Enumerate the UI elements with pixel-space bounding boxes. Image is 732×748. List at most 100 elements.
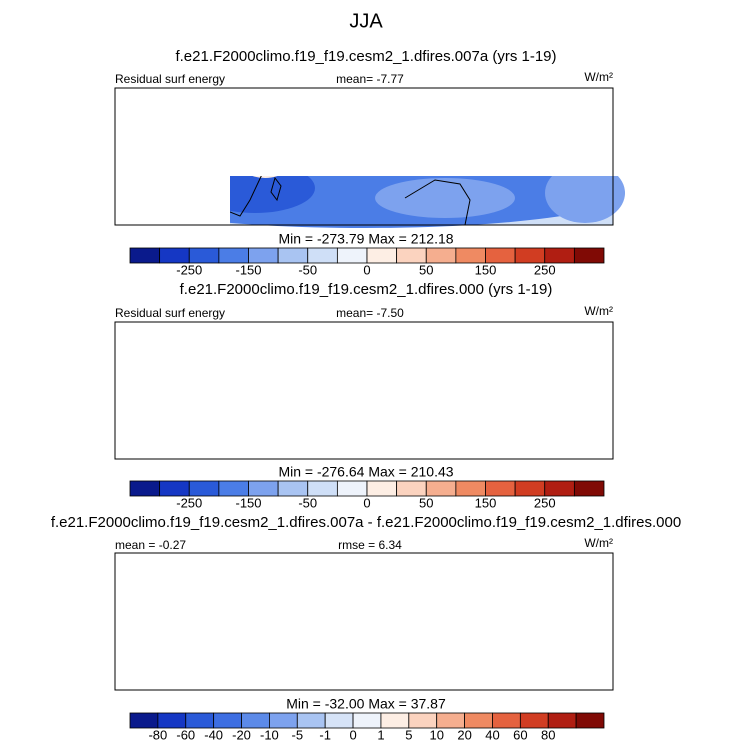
- colorbar-box: [485, 480, 516, 497]
- panel-stats: Min = -273.79 Max = 212.18: [278, 231, 453, 247]
- panel-title: f.e21.F2000climo.f19_f19.cesm2_1.dfires.…: [175, 48, 556, 65]
- colorbar-box: [519, 712, 549, 729]
- panel-left-label: mean = -0.27: [115, 538, 186, 552]
- field-region: [235, 568, 295, 598]
- field-region: [560, 648, 610, 678]
- colorbar-box: [159, 480, 190, 497]
- map-frame: [114, 321, 614, 460]
- field-region: [115, 322, 613, 392]
- field-region: [235, 322, 495, 382]
- colorbar-label: 250: [534, 262, 556, 277]
- field-region: [505, 603, 605, 643]
- colorbar-label: -50: [298, 495, 317, 510]
- coastline: [255, 88, 500, 168]
- colorbar-label: 50: [419, 495, 433, 510]
- coastline: [405, 414, 470, 459]
- panel-units: W/m²: [584, 536, 613, 550]
- colorbar-label: 0: [363, 495, 370, 510]
- field-region: [275, 588, 355, 638]
- colorbar-label: 50: [419, 262, 433, 277]
- colorbar-box: [213, 712, 242, 729]
- colorbar-label: -40: [204, 727, 223, 742]
- colorbar-box: [185, 712, 215, 729]
- field-region: [235, 88, 495, 148]
- coastline: [271, 412, 281, 434]
- colorbar-label: -50: [298, 262, 317, 277]
- coastline: [270, 176, 282, 202]
- field-region: [115, 553, 613, 690]
- field-region: [165, 148, 665, 168]
- colorbar-box: [396, 480, 427, 497]
- field-region: [165, 382, 665, 402]
- panel-left-label: Residual surf energy: [115, 72, 225, 86]
- colorbar-label: 0: [349, 727, 356, 742]
- colorbar-label: 80: [541, 727, 555, 742]
- panel-title: f.e21.F2000climo.f19_f19.cesm2_1.dfires.…: [180, 281, 553, 298]
- colorbar-box: [544, 247, 575, 264]
- colorbar-box: [277, 247, 309, 264]
- colorbar-label: -150: [235, 262, 261, 277]
- colorbar-label: -20: [232, 727, 251, 742]
- field-region: [115, 563, 235, 623]
- colorbar-label: -10: [260, 727, 279, 742]
- colorbar-box: [366, 480, 398, 497]
- field-region: [385, 623, 505, 673]
- field-region: [165, 633, 265, 683]
- colorbar-label: 40: [485, 727, 499, 742]
- colorbar-box: [129, 712, 159, 729]
- colorbar-label: -1: [319, 727, 331, 742]
- colorbar-box: [380, 712, 410, 729]
- coastline: [485, 380, 505, 396]
- colorbar-label: -250: [176, 495, 202, 510]
- colorbar-box: [324, 712, 354, 729]
- colorbar-label: 20: [457, 727, 471, 742]
- field-region: [400, 568, 470, 608]
- coastline: [125, 561, 288, 681]
- field-region: [110, 392, 200, 472]
- colorbar-box: [485, 247, 516, 264]
- colorbar-box: [336, 480, 368, 497]
- colorbar-box: [159, 247, 190, 264]
- field-region: [375, 412, 515, 452]
- colorbar-label: -250: [176, 262, 202, 277]
- colorbar-box: [277, 480, 309, 497]
- panel-title: f.e21.F2000climo.f19_f19.cesm2_1.dfires.…: [51, 514, 681, 531]
- colorbar-box: [544, 480, 575, 497]
- coastline: [271, 643, 281, 665]
- map-background: [115, 553, 613, 690]
- colorbar-label: 0: [363, 262, 370, 277]
- colorbar-box: [514, 247, 546, 264]
- colorbar-box: [129, 247, 161, 264]
- colorbar-box: [352, 712, 382, 729]
- panel-center-label: mean= -7.77: [336, 72, 404, 86]
- colorbar-label: 1: [377, 727, 384, 742]
- colorbar-box: [241, 712, 270, 729]
- colorbar-box: [218, 247, 249, 264]
- colorbar-box: [248, 247, 279, 264]
- colorbar-label: -80: [148, 727, 167, 742]
- colorbar-box: [248, 480, 279, 497]
- colorbar-box: [492, 712, 521, 729]
- colorbar-box: [307, 480, 338, 497]
- coastline: [485, 146, 505, 162]
- field-region: [445, 83, 625, 153]
- coastline: [405, 645, 470, 690]
- colorbar-box: [575, 712, 605, 729]
- coastline: [230, 176, 262, 217]
- field-region: [445, 317, 625, 387]
- colorbar-box: [296, 712, 326, 729]
- field-region: [335, 658, 415, 688]
- colorbar-box: [573, 480, 605, 497]
- figure-title: JJA: [349, 10, 383, 32]
- colorbar-box: [464, 712, 493, 729]
- field-region: [475, 560, 555, 596]
- colorbar-box: [188, 480, 220, 497]
- coastline: [404, 179, 471, 226]
- colorbar-label: 10: [429, 727, 443, 742]
- colorbar-box: [157, 712, 187, 729]
- field-region: [505, 330, 585, 354]
- field-region: [115, 327, 235, 367]
- panel-stats: Min = -276.64 Max = 210.43: [278, 464, 453, 480]
- colorbar-box: [425, 247, 457, 264]
